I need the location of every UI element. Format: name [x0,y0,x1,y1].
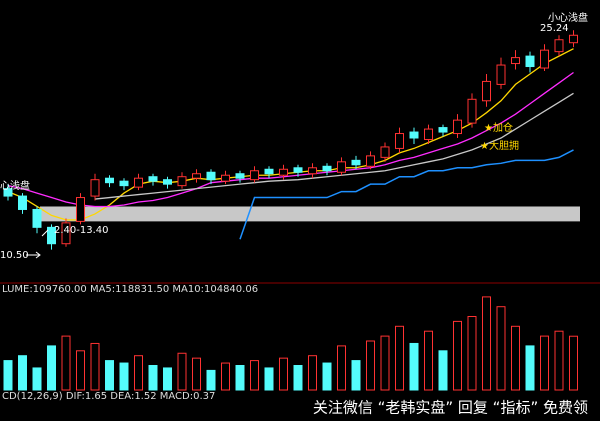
volume-bar [90,342,100,391]
volume-bar [279,357,288,391]
range-band [40,206,580,222]
candle-body [540,49,549,69]
volume-bar [264,367,274,391]
indicator-line [239,149,574,240]
volume-bar [163,367,172,391]
candle-body [525,55,535,68]
candle-body [163,179,172,185]
annotation: 10.50 [0,250,29,261]
candle-body [32,208,42,228]
candle-body [18,195,27,210]
volume-bar [409,342,419,391]
volume-bar [250,360,259,391]
volume-bar [496,306,506,391]
volume-bar [235,365,245,391]
watermark: 关注微信 “老韩实盘” 回复 “指标” 免费领 [313,399,588,417]
candle-body [366,155,375,167]
volume-bar [540,335,549,391]
volume-bar [308,355,317,391]
volume-bar [134,355,143,391]
volume-bar [206,369,216,391]
candle-body [3,188,13,197]
volume-bar [119,362,129,391]
candle-body [351,159,361,166]
volume-bar [482,296,491,391]
candle-body [395,133,404,149]
candle-body [496,64,506,85]
volume-bar [438,350,448,391]
volume-bar [424,330,433,391]
candle-body [453,119,462,135]
candle-body [322,165,332,172]
volume-bar [18,355,27,391]
candle-body [482,80,491,102]
volume-bar [569,335,578,391]
volume-bar [453,320,462,391]
volume-bar [525,345,535,391]
candle-body [424,128,433,140]
annotation: 25.24 [540,23,569,34]
volume-bar [366,340,375,391]
candle-body [511,57,520,65]
volume-bar [177,352,187,391]
candle-body [438,127,448,133]
candle-body [380,146,390,158]
volume-bar [337,345,346,391]
volume-bar [221,362,230,391]
volume-bar [467,316,477,391]
candle-body [192,173,201,179]
annotation: ★大胆拥 [480,139,519,152]
candle-body [569,34,578,44]
candle-body [409,131,419,139]
volume-bar [148,365,158,391]
volume-bar [105,360,114,391]
arrow [41,229,49,237]
candle-body [337,161,346,173]
candle-body [308,167,317,175]
volume-bar [554,330,564,391]
macd-header: CD(12,26,9) DIF:1.65 DEA:1.52 MACD:0.37 [2,391,215,402]
candle-body [206,171,216,181]
volume-header: LUME:109760.00 MA5:118831.50 MA10:104840… [2,284,258,295]
candle-body [76,197,85,222]
candle-body [467,98,477,124]
volume-bar [76,350,85,391]
annotation: 小心浅盘 [548,11,588,24]
annotation: 心浅盘 [0,179,30,192]
volume-bar [322,362,332,391]
candle-body [61,222,71,245]
volume-bar [3,360,13,391]
volume-bar [395,325,404,391]
candle-body [264,168,274,175]
annotation: 2.40-13.40 [54,225,109,236]
candle-body [119,180,129,187]
candle-body [90,179,100,197]
volume-bar [32,367,42,391]
indicator-line [94,92,574,200]
volume-bar [511,325,520,391]
candle-body [134,177,143,188]
candle-body [235,173,245,179]
volume-bar [380,335,390,391]
volume-bar [47,345,56,391]
indicator-line [7,71,574,208]
volume-bar [61,335,71,391]
candle-body [177,176,187,187]
candle-body [293,167,303,173]
volume-bar [192,357,201,391]
arrow [26,251,41,259]
candle-body [250,170,259,181]
candle-body [221,174,230,182]
candle-body [148,176,158,182]
candle-body [47,226,56,245]
volume-bar [293,365,303,391]
candle-body [105,177,114,184]
volume-bar [351,360,361,391]
candle-body [279,168,288,176]
annotation: ★加仓 [484,121,513,134]
candle-body [554,39,564,53]
indicator-line [7,48,574,221]
